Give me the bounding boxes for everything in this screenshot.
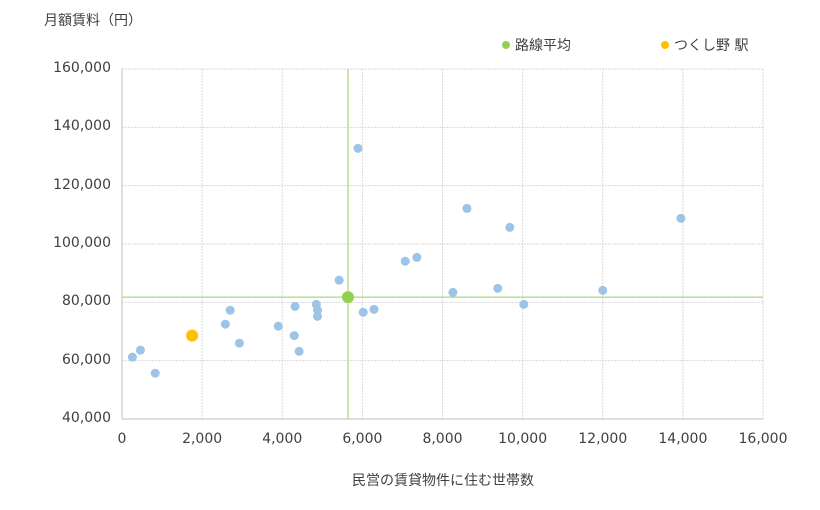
station-data-point: [127, 352, 137, 362]
y-tick-label: 100,000: [53, 235, 111, 251]
station-data-point: [135, 345, 145, 355]
station-data-point: [294, 346, 304, 356]
station-data-point: [598, 285, 608, 295]
station-data-point: [448, 287, 458, 297]
x-tick-label: 8,000: [422, 431, 463, 447]
station-data-point: [519, 299, 529, 309]
legend-yellow-dot-icon: [661, 41, 669, 49]
y-tick-label: 60,000: [62, 351, 111, 368]
station-data-point: [234, 338, 244, 348]
y-tick-label: 140,000: [53, 118, 111, 135]
station-data-point: [289, 331, 299, 341]
x-tick-label: 12,000: [578, 431, 628, 447]
legend-label-station: つくし野 駅: [674, 38, 749, 54]
x-tick-label: 14,000: [658, 431, 708, 447]
x-tick-label: 0: [117, 431, 127, 447]
legend-item-route-average: 路線平均: [502, 35, 571, 55]
highlight-station-point: [186, 329, 199, 342]
station-data-point: [493, 283, 503, 293]
station-data-point: [505, 222, 515, 232]
y-tick-label: 120,000: [53, 176, 111, 193]
station-data-point: [225, 305, 235, 315]
y-tick-label: 160,000: [53, 60, 111, 76]
y-tick-label: 40,000: [62, 410, 111, 426]
legend-item-station: つくし野 駅: [661, 35, 748, 55]
station-data-point: [220, 319, 230, 329]
station-data-point: [412, 252, 422, 262]
x-tick-label: 16,000: [738, 431, 788, 447]
station-data-point: [334, 275, 344, 285]
x-tick-label: 4,000: [262, 431, 303, 447]
x-tick-label: 10,000: [498, 431, 548, 447]
legend-label-route-average: 路線平均: [515, 38, 571, 54]
station-data-point: [313, 311, 323, 321]
station-data-point: [358, 307, 368, 317]
station-data-point: [369, 304, 379, 314]
station-data-point: [462, 203, 472, 213]
station-data-point: [400, 256, 410, 266]
station-data-point: [290, 301, 300, 311]
legend-green-dot-icon: [502, 41, 510, 49]
station-data-point: [150, 368, 160, 378]
x-tick-label: 2,000: [182, 431, 223, 447]
station-data-point: [273, 321, 283, 331]
route-average-point: [341, 291, 354, 304]
station-data-point: [353, 143, 363, 153]
station-data-point: [676, 213, 686, 223]
y-tick-label: 80,000: [62, 293, 111, 310]
x-tick-label: 6,000: [342, 431, 383, 447]
x-axis-title: 民営の賃貸物件に住む世帯数: [352, 473, 534, 489]
y-axis-title: 月額賃料（円）: [44, 13, 142, 29]
